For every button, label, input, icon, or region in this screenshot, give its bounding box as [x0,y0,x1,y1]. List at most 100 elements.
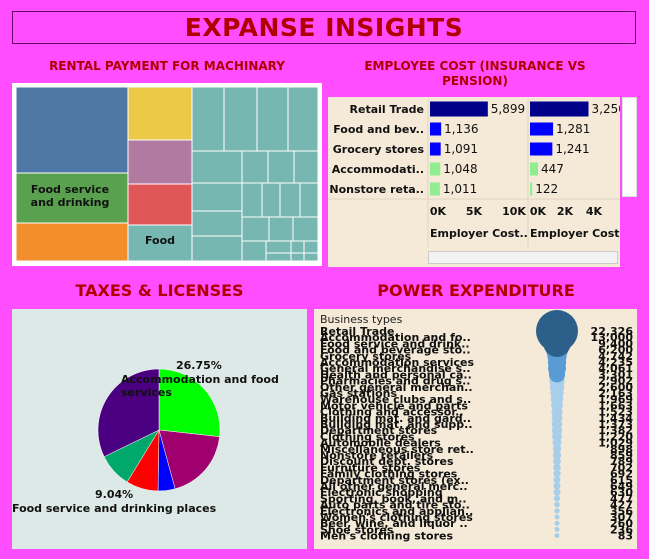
power-bubble[interactable] [554,533,560,539]
power-value-label: 692 [610,468,633,481]
power-row-label: Warehouse clubs and s.. [320,393,471,406]
treemap-cell-small-6[interactable] [267,150,295,184]
emp-tick-label: 10K [502,205,526,218]
power-bubble[interactable] [552,444,562,454]
power-value-label: 1,220 [598,430,633,443]
employee-title: EMPLOYEE COST (INSURANCE VS PENSION) [364,59,586,88]
emp-series-label: Employer Cost [530,227,620,240]
treemap-cell-small-22[interactable] [265,252,292,262]
employee-h-scrollbar[interactable] [428,251,618,264]
power-value-label: 1,434 [598,412,633,425]
power-bubble[interactable] [554,514,560,520]
treemap-cell-small-2[interactable] [256,86,289,152]
treemap-cell-small-23[interactable] [290,252,305,262]
dashboard-title: EXPANSE INSIGHTS [12,11,636,44]
treemap-cell-small-21[interactable] [303,240,319,254]
power-value-label: 1,663 [598,399,633,412]
power-row-label: General merchandise s.. [320,362,471,375]
treemap-cell-small-17[interactable] [191,235,243,262]
power-value-label: 1,382 [598,424,633,437]
taxes-pie-panel: 26.75% Accommodation and food services 9… [12,309,307,549]
power-value-label: 1,373 [598,418,633,431]
emp-tick-label: 2K [557,205,574,218]
power-value-label: 4,235 [598,356,633,369]
pie-label-accommodation: Accommodation and food services [121,373,279,399]
emp-bar[interactable] [430,162,441,176]
power-row-label: Motor vehicle and parts [320,399,468,412]
treemap-cell-small-7[interactable] [293,150,319,184]
power-bubble[interactable] [553,469,561,478]
emp-bar[interactable] [430,101,488,117]
power-title: POWER EXPENDITURE [377,281,575,300]
power-bubble[interactable] [554,526,560,532]
power-bubble[interactable] [552,450,562,460]
treemap-cell-large-blue[interactable] [15,86,129,174]
pie-slice[interactable] [158,368,221,437]
power-value-label: 236 [610,523,633,536]
power-bubble[interactable] [553,482,561,490]
treemap-cell-small-12[interactable] [299,182,319,218]
power-row-label: Nonstore retailers [320,449,434,462]
emp-bar[interactable] [430,122,442,136]
power-bubble[interactable] [553,457,561,466]
treemap-cell-orange[interactable] [15,222,129,262]
treemap-cell-small-8[interactable] [191,182,243,212]
emp-value-label: 3,250 [592,102,621,116]
treemap-cell-small-19[interactable] [265,240,292,254]
treemap-cell-red[interactable] [127,183,193,226]
power-bubble[interactable] [553,476,561,484]
treemap-cell-small-10[interactable] [261,182,281,218]
emp-bar[interactable] [530,101,589,117]
treemap-cell-small-3[interactable] [287,86,319,152]
power-bubble[interactable] [554,508,560,514]
power-row-label: Building mat. and gard.. [320,412,471,425]
power-value-label: 307 [610,511,633,524]
treemap-cell-yellow[interactable] [127,86,193,141]
emp-value-label: 1,011 [443,182,477,196]
pie-slice[interactable] [158,429,220,490]
power-value-label: 859 [610,449,633,462]
treemap-cell-small-0[interactable] [191,86,225,152]
treemap-cell-food[interactable] [127,224,193,262]
power-bubble[interactable] [553,488,561,496]
treemap-cell-purple[interactable] [127,139,193,185]
power-bubble[interactable] [536,310,578,352]
treemap-cell-food-service[interactable] [15,172,129,224]
treemap-cell-small-1[interactable] [223,86,258,152]
treemap-cell-small-13[interactable] [191,210,243,237]
power-row-label: Gas stations [320,387,397,400]
emp-bar[interactable] [530,182,533,196]
power-bubble[interactable] [554,501,560,508]
power-bubble[interactable] [554,520,560,526]
power-value-label: 83 [618,530,633,543]
power-bubble-chart: Retail Trade 22,326 Accommodation and fo..… [320,310,633,543]
treemap-cell-small-24[interactable] [303,252,319,262]
emp-bar[interactable] [430,182,440,196]
power-value-label: 2,600 [598,381,633,394]
treemap-cell-small-9[interactable] [241,182,263,218]
treemap-cell-small-14[interactable] [241,216,270,242]
treemap-cell-small-11[interactable] [279,182,301,218]
emp-bar[interactable] [530,122,554,136]
power-value-label: 1,523 [598,406,633,419]
treemap-cell-small-18[interactable] [241,240,267,262]
emp-value-label: 447 [541,162,564,176]
power-bubble[interactable] [553,463,561,472]
emp-bar[interactable] [530,142,553,156]
emp-bar[interactable] [430,142,441,156]
power-row-label: Health and personal ca.. [320,368,472,381]
treemap-cell-small-4[interactable] [191,150,243,184]
treemap-cell-small-5[interactable] [241,150,269,184]
power-bubble[interactable] [553,495,561,502]
treemap-cell-small-15[interactable] [268,216,294,242]
emp-tick-label: 4K [586,205,603,218]
employee-v-scrollbar[interactable] [622,97,637,197]
power-row-label: Department stores (ex.. [320,474,469,487]
power-row-label: Sporting, book, and m.. [320,492,467,505]
treemap-cell-small-20[interactable] [290,240,305,254]
power-value-label: 649 [610,480,633,493]
treemap-cell-small-16[interactable] [292,216,319,242]
pie-slice[interactable] [97,368,160,458]
emp-bar[interactable] [530,162,539,176]
power-row-label: Clothing and accessor.. [320,406,464,419]
